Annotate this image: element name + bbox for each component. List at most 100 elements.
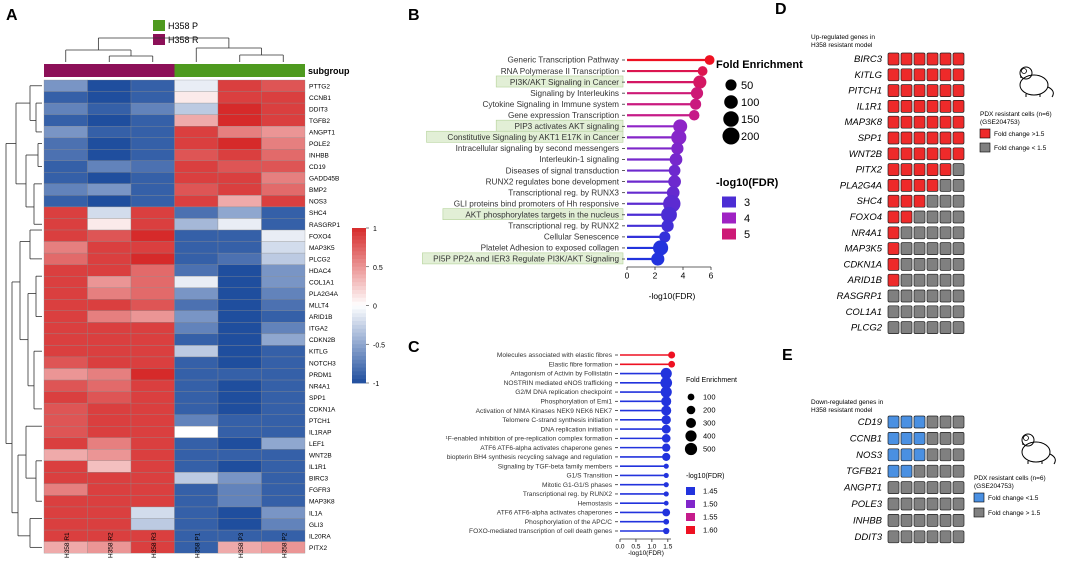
fold-change-tile	[913, 115, 926, 129]
fold-change-tile	[926, 226, 939, 240]
fold-change-tile	[913, 194, 926, 208]
heatmap-cell	[43, 506, 88, 519]
heatmap-cell	[174, 391, 219, 404]
color-legend-swatch	[686, 513, 695, 521]
color-scale-step	[352, 259, 366, 264]
heatmap-cell	[87, 426, 132, 438]
heatmap-cell	[217, 160, 262, 173]
fold-change-tile	[887, 289, 900, 303]
heatmap-cell	[174, 437, 219, 450]
heatmap-row-label: NR4A1	[309, 383, 330, 390]
heatmap-cell	[174, 102, 219, 115]
heatmap-cell	[261, 368, 306, 381]
heatmap-cell	[87, 449, 132, 461]
heatmap-column-label: H358 P2	[281, 532, 288, 558]
heatmap-cell	[217, 426, 262, 438]
color-scale-step	[352, 301, 366, 306]
fold-change-tile	[887, 100, 900, 113]
heatmap-cell	[43, 460, 88, 473]
heatmap-cell	[174, 229, 219, 242]
heatmap-cell	[174, 287, 219, 300]
lollipop-point	[663, 463, 669, 469]
heatmap-panel: H358 P H358 R subgroup PTTG2 CCNB1 DDIT3 TG…	[5, 20, 385, 558]
color-legend-label: 5	[744, 229, 750, 241]
heatmap-cell	[217, 241, 262, 254]
heatmap-row-label: PITX2	[309, 545, 327, 552]
lollipop-point	[651, 252, 665, 266]
fold-change-tile	[900, 163, 913, 176]
legend-swatch-p	[153, 20, 165, 31]
heatmap-cell	[261, 402, 306, 415]
fold-change-tile	[926, 52, 939, 66]
heatmap-cell	[174, 195, 219, 208]
heatmap-row-label: MLLT4	[309, 303, 329, 310]
heatmap-cell	[217, 91, 262, 104]
heatmap-cell	[261, 495, 306, 508]
heatmap-column-label: H358 P3	[238, 532, 245, 558]
fold-change-tile	[913, 289, 926, 303]
fold-change-tile	[952, 273, 965, 287]
heatmap-cell	[130, 252, 175, 265]
heatmap-cell	[87, 126, 132, 138]
term-highlight	[442, 208, 624, 220]
fold-change-tile	[952, 210, 965, 224]
heatmap-cell	[217, 402, 262, 415]
term-label: RUNX2 regulates bone development	[486, 177, 620, 186]
color-scale-step	[352, 251, 366, 256]
heatmap-row-label: INHBB	[309, 153, 329, 160]
color-scale-step	[352, 293, 366, 299]
heatmap-cell	[130, 402, 175, 415]
lollipop-c-plot: Molecules associated with elastic fibres…	[446, 351, 676, 551]
heatmap-cell	[130, 322, 175, 335]
d-pdx-line1: PDX resistant cells (n=6)	[980, 111, 1052, 118]
heatmap-cell	[217, 183, 262, 196]
b-size-legend: 50 100 150 200	[722, 79, 759, 145]
color-scale-step	[352, 355, 366, 361]
heatmap-cell	[130, 183, 175, 196]
color-legend-swatch	[722, 196, 736, 208]
fold-change-tile	[887, 305, 900, 319]
lollipop-b-panel: Generic Transcription Pathway RNA Polymer…	[422, 55, 803, 301]
heatmap-cell	[43, 264, 88, 277]
heatmap-cell	[261, 299, 306, 311]
x-tick-label: 0	[625, 271, 630, 281]
e-legend-up-swatch	[973, 507, 985, 518]
term-label: Intracellular signaling by second messen…	[456, 144, 619, 153]
subgroup-cell	[218, 64, 262, 77]
heatmap-cell	[261, 541, 306, 554]
d-legend-up-swatch	[979, 128, 991, 139]
heatmap-cell	[43, 172, 88, 185]
heatmap-cell	[261, 229, 306, 242]
fold-change-tile	[939, 305, 952, 319]
lollipop-point	[661, 424, 671, 434]
heatmap-cell	[130, 310, 175, 323]
fold-change-tile	[900, 321, 913, 334]
fold-change-tile	[913, 514, 926, 527]
heatmap-cell	[43, 137, 88, 150]
heatmap-column-label: H358 P1	[194, 532, 201, 558]
heatmap-cell	[130, 379, 175, 392]
heatmap-cell	[174, 402, 219, 415]
color-scale-step	[352, 379, 366, 384]
heatmap-cell	[43, 437, 88, 450]
heatmap-cell	[217, 137, 262, 150]
fold-change-tile	[939, 448, 952, 462]
fold-change-tile	[952, 242, 965, 255]
fold-change-tile	[900, 194, 913, 208]
term-label: Cellular Senescence	[544, 233, 620, 242]
color-scale-step	[352, 313, 366, 318]
heatmap-cell	[217, 483, 262, 496]
size-legend-circle	[685, 430, 697, 442]
fold-change-tile	[900, 305, 913, 319]
heatmap-cell	[43, 276, 88, 288]
color-legend-label: 4	[744, 213, 750, 225]
e-title-line2: H358 resistant model	[811, 407, 873, 414]
e-title-line1: Down-regulated genes in	[811, 399, 884, 406]
lollipop-point	[663, 472, 669, 479]
fold-change-tile	[900, 147, 913, 161]
fold-change-tile	[926, 179, 939, 192]
fold-change-tile	[926, 305, 939, 319]
heatmap-cell	[130, 368, 175, 381]
lollipop-point	[663, 518, 670, 525]
fold-change-tile	[939, 273, 952, 287]
